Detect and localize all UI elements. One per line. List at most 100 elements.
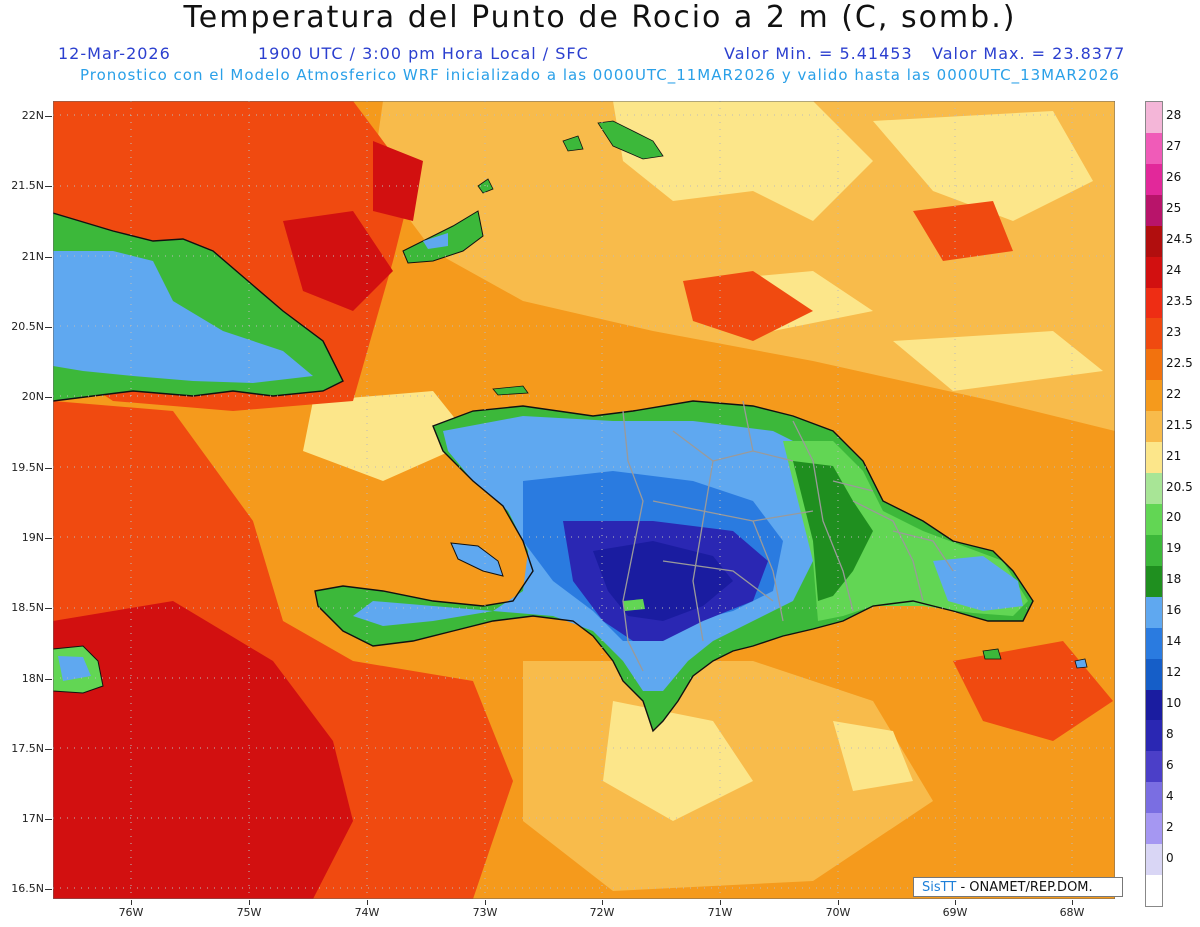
legend-color-box [1146, 256, 1162, 289]
legend-level-label: 23.5 [1166, 294, 1193, 308]
hispaniola-coast [314, 400, 1034, 733]
legend-level-label: 19 [1166, 541, 1182, 556]
model-info: Pronostico con el Modelo Atmosferico WRF… [80, 66, 1120, 84]
legend-color-box [1146, 411, 1162, 443]
lon-label-72w: 72W [589, 906, 615, 919]
legend-color-box [1146, 875, 1162, 907]
legend-color-box [1146, 627, 1162, 660]
lat-label-21-5n: 21.5N [11, 179, 44, 192]
legend-color-box [1146, 442, 1162, 474]
map-grid [53, 101, 1115, 899]
lon-label-70w: 70W [825, 906, 851, 919]
legend-level-label: 23 [1166, 324, 1182, 339]
legend-color-box [1146, 751, 1162, 783]
legend-color-box [1146, 349, 1162, 381]
legend-level-label: 22.5 [1166, 355, 1193, 370]
inagua-core [423, 233, 448, 249]
lon-tick [720, 900, 721, 905]
legend-color-box [1146, 132, 1162, 165]
lat-tick [45, 889, 52, 890]
ocean-very-hot-zone [53, 141, 423, 899]
lat-tick [45, 819, 52, 820]
legend-level-label: 22 [1166, 386, 1182, 401]
dr-east-dark [793, 461, 873, 601]
cuba-coast [53, 212, 344, 402]
lat-tick [45, 257, 52, 258]
credit-text: - ONAMET/REP.DOM. [960, 880, 1093, 895]
gonave-island [450, 542, 504, 577]
lon-tick [602, 900, 603, 905]
map-title: Temperatura del Punto de Rocio a 2 m (C,… [183, 0, 1017, 35]
legend-color-box [1146, 102, 1162, 134]
forecast-time-info: 1900 UTC / 3:00 pm Hora Local / SFC [258, 44, 589, 63]
legend-color-box [1146, 689, 1162, 721]
legend-color-box [1146, 504, 1162, 536]
max-value-label: Valor Max. = 23.8377 [932, 44, 1126, 63]
sistt-logo-text: SisTT [922, 880, 957, 895]
lon-tick [367, 900, 368, 905]
jamaica-core [58, 656, 91, 681]
lon-label-71w: 71W [707, 906, 733, 919]
lon-tick [955, 900, 956, 905]
lon-tick [838, 900, 839, 905]
legend-level-label: 2 [1166, 819, 1174, 834]
legend-color-box [1146, 163, 1162, 196]
legend-level-label: 0 [1166, 850, 1174, 865]
legend-color-box [1146, 782, 1162, 814]
lon-label-75w: 75W [236, 906, 262, 919]
turks-caicos [562, 120, 664, 160]
ocean-cool-patches [303, 101, 1103, 481]
legend-color-box [1146, 813, 1162, 845]
lat-tick [45, 468, 52, 469]
legend-color-box [1146, 565, 1162, 598]
legend-level-label: 4 [1166, 788, 1174, 803]
lon-tick [1072, 900, 1073, 905]
lat-label-18-5n: 18.5N [11, 601, 44, 614]
lat-label-17n: 17N [21, 812, 44, 825]
lon-label-68w: 68W [1059, 906, 1085, 919]
lat-tick [45, 679, 52, 680]
legend-color-box [1146, 380, 1162, 412]
legend-level-label: 10 [1166, 696, 1182, 710]
lat-label-22n: 22N [21, 109, 44, 122]
lat-label-19n: 19N [21, 531, 44, 544]
legend-level-label: 20 [1166, 510, 1182, 525]
legend-color-box [1146, 194, 1162, 227]
legend-color-box [1146, 287, 1162, 319]
lat-label-20-5n: 20.5N [11, 320, 44, 333]
legend-color-box [1146, 318, 1162, 350]
lon-tick [131, 900, 132, 905]
legend-level-label: 14 [1166, 634, 1182, 649]
legend-level-label: 21.5 [1166, 417, 1193, 432]
color-legend [1145, 101, 1163, 907]
legend-level-label: 20.5 [1166, 479, 1193, 494]
legend-level-label: 24 [1166, 263, 1182, 278]
lon-tick [485, 900, 486, 905]
forecast-date: 12-Mar-2026 [58, 44, 171, 63]
lat-tick [45, 327, 52, 328]
dr-east-tip [933, 556, 1023, 611]
legend-color-box [1146, 473, 1162, 505]
legend-level-label: 12 [1166, 665, 1182, 680]
lon-label-74w: 74W [354, 906, 380, 919]
dewpoint-map [53, 101, 1115, 899]
lat-tick [45, 116, 52, 117]
lake-enriquillo [623, 599, 645, 611]
lat-label-18n: 18N [21, 672, 44, 685]
min-value-label: Valor Min. = 5.41453 [724, 44, 913, 63]
legend-color-box [1146, 720, 1162, 752]
legend-level-label: 24.5 [1166, 232, 1193, 247]
lon-tick [249, 900, 250, 905]
ocean-cool-south [603, 701, 913, 821]
legend-color-box [1146, 225, 1162, 258]
legend-color-box [1146, 596, 1162, 629]
legend-color-box [1146, 658, 1162, 691]
lat-label-16-5n: 16.5N [11, 882, 44, 895]
legend-color-box [1146, 534, 1162, 567]
legend-level-label: 6 [1166, 757, 1174, 772]
legend-color-box [1146, 844, 1162, 876]
lat-label-21n: 21N [21, 250, 44, 263]
legend-level-label: 16 [1166, 603, 1182, 618]
credit-box: SisTT - ONAMET/REP.DOM. [913, 877, 1123, 897]
legend-level-label: 25 [1166, 201, 1182, 216]
